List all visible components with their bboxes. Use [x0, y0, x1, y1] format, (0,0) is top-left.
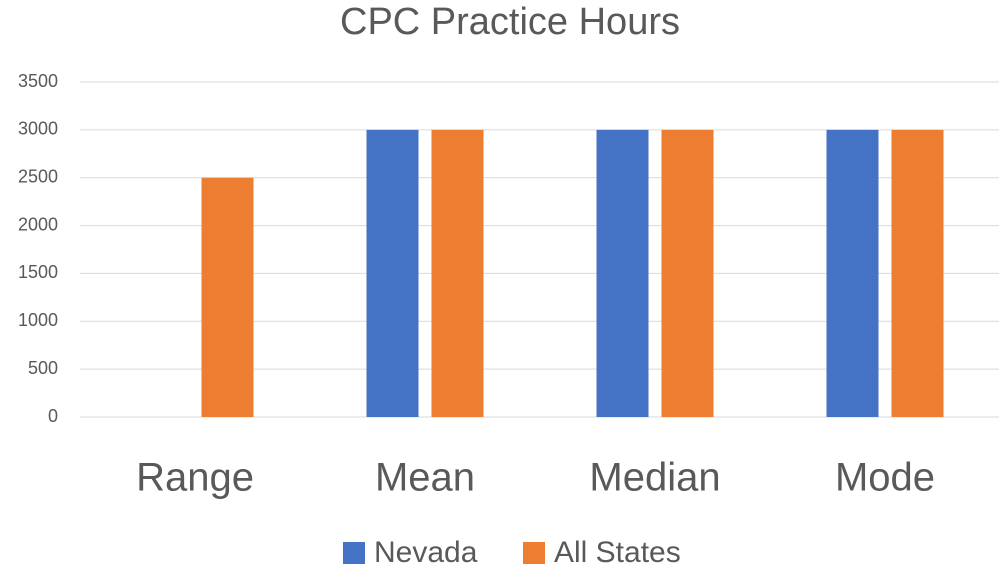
y-tick-label: 3000	[18, 119, 58, 139]
legend-swatch	[523, 542, 545, 564]
x-tick-label: Mean	[375, 456, 475, 500]
legend-label: All States	[554, 536, 681, 569]
legend-label: Nevada	[374, 536, 478, 569]
x-tick-label: Mode	[835, 456, 935, 500]
x-tick-label: Median	[589, 456, 720, 500]
chart-title: CPC Practice Hours	[340, 1, 680, 43]
legend-swatch	[343, 542, 365, 564]
y-tick-label: 0	[48, 406, 58, 426]
bar	[661, 129, 714, 417]
y-tick-label: 3500	[18, 71, 58, 91]
bar	[431, 129, 484, 417]
bar	[826, 129, 879, 417]
y-tick-label: 500	[28, 358, 58, 378]
y-tick-label: 2000	[18, 214, 58, 234]
y-tick-label: 1500	[18, 262, 58, 282]
y-tick-label: 2500	[18, 166, 58, 186]
y-tick-label: 1000	[18, 310, 58, 330]
bar	[366, 129, 419, 417]
x-tick-label: Range	[136, 456, 254, 500]
bar	[596, 129, 649, 417]
bar	[201, 177, 254, 417]
bar	[891, 129, 944, 417]
